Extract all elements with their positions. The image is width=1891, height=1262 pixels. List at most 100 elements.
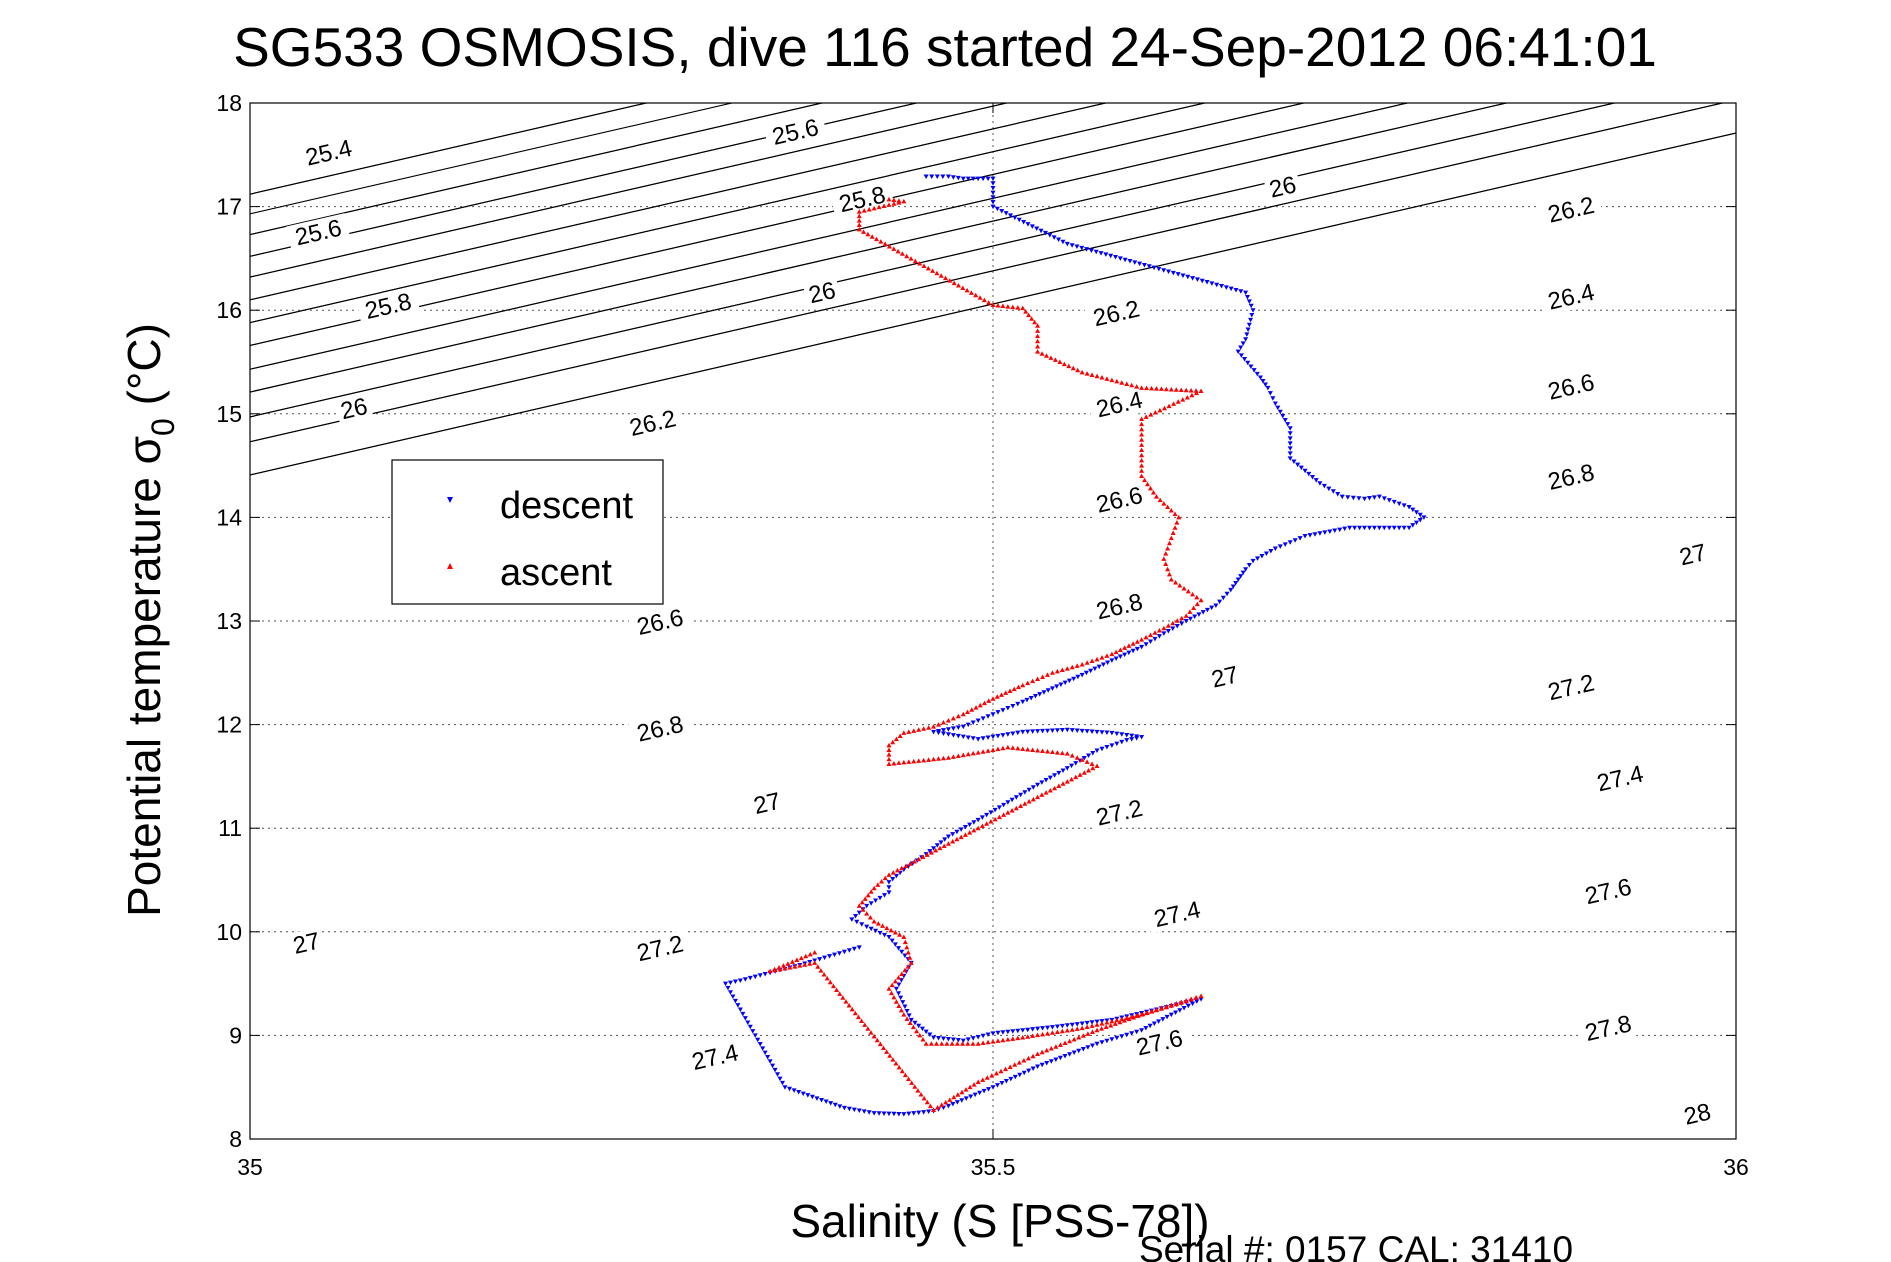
descent-point-175: [1259, 553, 1265, 559]
ascent-point-319: [871, 885, 877, 891]
descent-point-99: [1272, 401, 1278, 406]
ascent-point-502: [843, 999, 849, 1004]
ascent-point-15: [856, 222, 862, 227]
descent-point-221: [1075, 674, 1081, 680]
ascent-point-468: [955, 1092, 961, 1097]
descent-point-207: [1134, 646, 1140, 652]
ascent-point-211: [926, 725, 932, 730]
descent-point-129: [1366, 496, 1372, 501]
descent-point-327: [992, 807, 998, 813]
ascent-point-220: [886, 742, 892, 748]
ascent-point-176: [1089, 658, 1095, 664]
ascent-point-394: [1094, 1022, 1100, 1027]
descent-point-415: [1015, 1028, 1021, 1034]
descent-point-43: [1098, 251, 1104, 256]
descent-point-4: [945, 174, 951, 180]
ascent-point-158: [1170, 620, 1176, 626]
ascent-point-418: [1183, 998, 1189, 1003]
descent-point-107: [1287, 436, 1293, 441]
descent-point-233: [1024, 697, 1030, 703]
ascent-point-174: [1099, 655, 1105, 660]
descent-point-506: [954, 1100, 960, 1105]
ascent-point-523: [776, 964, 782, 970]
descent-point-143: [1414, 520, 1420, 526]
ascent-point-12: [856, 209, 862, 214]
ascent-point-392: [1084, 1024, 1090, 1030]
ascent-point-248: [1005, 744, 1011, 750]
ascent-point-186: [1040, 674, 1046, 679]
contour-line-11: [250, 103, 1307, 346]
descent-point-460: [1164, 1014, 1170, 1020]
descent-point-301: [1104, 745, 1110, 750]
contour-line-22: [250, 103, 735, 215]
ascent-point-363: [939, 1041, 945, 1046]
descent-point-279: [1064, 727, 1070, 733]
contour-label-bg-14: [1087, 480, 1152, 520]
descent-point-58: [1170, 270, 1176, 276]
ascent-point-222: [886, 752, 892, 757]
ascent-point-462: [980, 1077, 986, 1082]
descent-point-95: [1262, 382, 1268, 387]
descent-point-524: [866, 1110, 872, 1115]
descent-point-396: [923, 1029, 929, 1035]
descent-point-417: [1025, 1027, 1031, 1033]
ascent-point-228: [906, 759, 912, 764]
ascent-point-214: [911, 728, 917, 733]
descent-point-339: [942, 837, 948, 842]
descent-point-167: [1297, 536, 1303, 541]
descent-point-535: [814, 1096, 820, 1101]
y-axis-ticks: 8 9 10 11 12 13 14 15 16 17 18: [216, 90, 1736, 1152]
descent-point-220: [1079, 672, 1085, 678]
descent-point-281: [1074, 728, 1080, 733]
ascent-point-118: [1139, 457, 1145, 463]
ascent-point-18: [865, 231, 871, 237]
contour-label-bg-29: [1576, 872, 1641, 911]
ascent-point-268: [1086, 767, 1092, 773]
ascent-point-91: [1168, 386, 1174, 392]
descent-point-523: [871, 1111, 877, 1116]
y-axis-label-sigma: σ: [118, 436, 170, 464]
ascent-point-326: [864, 911, 870, 916]
descent-point-456: [1181, 1006, 1187, 1011]
contour-label-22: 27: [291, 928, 323, 960]
descent-point-46: [1112, 255, 1118, 260]
ascent-point-258: [1054, 750, 1060, 755]
ascent-point-481: [909, 1080, 915, 1085]
contour-label-bg-21: [747, 786, 787, 820]
contour-label-bg-23: [1538, 667, 1604, 707]
ascent-point-336: [902, 939, 908, 945]
descent-point-587: [827, 954, 833, 959]
descent-point-302: [1099, 746, 1105, 752]
ascent-point-49: [1000, 303, 1006, 309]
descent-point-419: [1035, 1026, 1041, 1032]
descent-point-297: [1124, 738, 1130, 743]
descent-point-67: [1214, 282, 1220, 288]
ascent-point-333: [892, 930, 898, 935]
ascent-point-376: [1005, 1037, 1011, 1042]
descent-point-161: [1327, 529, 1333, 534]
ascent-point-455: [1012, 1062, 1018, 1067]
descent-point-17: [990, 195, 996, 200]
ascent-point-19: [869, 234, 875, 239]
descent-point-75: [1246, 299, 1252, 304]
descent-point-248: [950, 726, 956, 731]
ascent-point-159: [1165, 623, 1171, 628]
descent-point-295: [1134, 736, 1140, 741]
descent-point-399: [936, 1035, 942, 1041]
descent-point-484: [1053, 1057, 1059, 1062]
descent-point-274: [1040, 728, 1046, 734]
descent-point-246: [960, 724, 966, 730]
descent-point-562: [732, 998, 738, 1004]
ascent-point-185: [1044, 672, 1050, 677]
descent-point-97: [1267, 391, 1273, 396]
descent-point-552: [757, 1042, 763, 1047]
ascent-point-4: [896, 200, 902, 205]
descent-point-291: [1124, 732, 1130, 738]
contour-label-bg-26: [1587, 759, 1653, 798]
ascent-point-303: [937, 845, 943, 851]
descent-point-273: [1035, 729, 1041, 734]
descent-point-196: [1183, 619, 1189, 624]
ascent-point-182: [1059, 667, 1065, 673]
descent-point-538: [800, 1091, 806, 1097]
descent-point-62: [1190, 276, 1196, 281]
